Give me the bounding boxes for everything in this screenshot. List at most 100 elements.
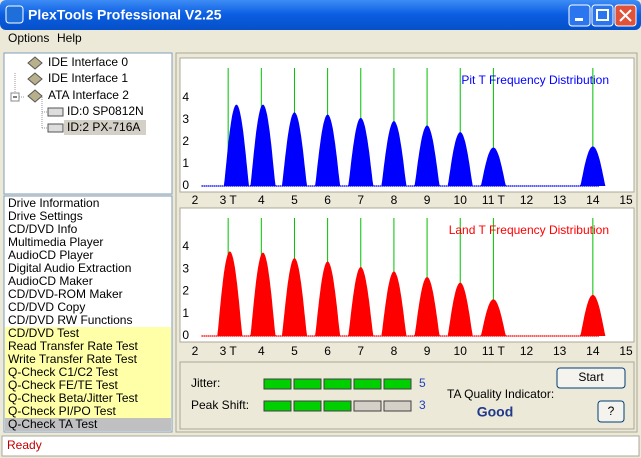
meter-segment [383,378,412,390]
item-highlight [5,353,171,366]
distribution-peak [250,104,276,186]
start-button-label[interactable]: Start [578,370,604,384]
function-item[interactable]: Q-Check FE/TE Test [8,378,118,392]
function-item[interactable]: Digital Audio Extraction [8,261,131,275]
item-selection [5,418,171,431]
distribution-peak [447,132,473,186]
window-title: PlexTools Professional V2.25 [28,7,222,23]
y-tick-label: 0 [182,328,189,342]
chart-title: Pit T Frequency Distribution [461,73,609,87]
meter-segment [323,378,352,390]
distribution-peak [315,114,341,186]
x-tick-label: 15 [619,193,633,207]
meter-segment [353,378,382,390]
status-text: Ready [7,438,42,452]
x-tick-label: 2 [192,344,199,358]
distribution-peak [281,112,308,186]
function-item[interactable]: Q-Check C1/C2 Test [8,365,118,379]
help-button[interactable] [597,400,625,423]
tree-selection [64,120,146,135]
meter-segment [293,400,322,412]
tree-item[interactable]: IDE Interface 1 [48,71,128,85]
function-item[interactable]: CD/DVD Copy [8,300,85,314]
distribution-peak [281,258,308,336]
minimize-button[interactable] [568,4,591,27]
ta-quality-value: Good [477,404,514,420]
y-tick-label: 3 [182,261,189,275]
menu-item[interactable]: Help [57,31,82,45]
y-tick-label: 1 [182,156,189,170]
x-tick-label: 4 [258,344,265,358]
tree-item[interactable]: ID:2 PX-716A [67,120,140,134]
maximize-icon [596,9,609,21]
x-tick-label: 2 [192,193,199,207]
distribution-peak [414,277,440,336]
y-tick-label: 3 [182,112,189,126]
distribution-peak [217,251,243,336]
function-item[interactable]: CD/DVD Test [8,326,80,340]
menu-item[interactable]: Options [8,31,49,45]
function-item[interactable]: CD/DVD-ROM Maker [8,287,123,301]
distribution-peak [580,294,606,336]
function-item[interactable]: Read Transfer Rate Test [8,339,139,353]
x-tick-label: 6 [324,193,331,207]
function-item[interactable]: Write Transfer Rate Test [8,352,138,366]
function-item[interactable]: Q-Check TA Test [8,417,98,431]
function-item[interactable]: Drive Information [8,196,99,210]
x-tick-label: 9 [424,344,431,358]
x-tick-label: 10 [454,193,468,207]
distribution-peak [414,125,440,186]
distribution-peak [223,104,249,186]
x-tick-label: 13 [553,193,567,207]
minimize-icon [575,18,583,21]
maximize-button[interactable] [591,4,614,27]
distribution-peak [250,252,276,336]
y-tick-label: 2 [182,134,189,148]
distribution-peak [381,271,407,336]
x-tick-label: 5 [291,193,298,207]
function-item[interactable]: Multimedia Player [8,235,103,249]
peak-shift-value: 3 [419,398,426,412]
function-item[interactable]: AudioCD Maker [8,274,93,288]
item-highlight [5,392,171,405]
function-item[interactable]: AudioCD Player [8,248,93,262]
function-item[interactable]: CD/DVD Info [8,222,78,236]
y-tick-label: 4 [182,239,189,253]
distribution-peak [381,121,407,186]
tree-item[interactable]: IDE Interface 0 [48,55,128,69]
function-item[interactable]: Drive Settings [8,209,83,223]
y-tick-label: 4 [182,90,189,104]
tree-item[interactable]: ID:0 SP0812N [67,104,144,118]
meter-segment [263,400,292,412]
meter-segment [353,400,382,412]
close-icon [619,9,632,22]
distribution-peak [580,146,606,186]
peak-shift-label: Peak Shift: [191,398,249,412]
x-tick-label: 8 [391,193,398,207]
x-tick-label: 9 [424,193,431,207]
function-item[interactable]: CD/DVD RW Functions [8,313,132,327]
item-highlight [5,379,171,392]
x-tick-label: 7 [357,344,364,358]
start-button[interactable] [556,367,626,389]
x-tick-label: 11 T [482,193,506,207]
item-highlight [5,327,171,340]
title-bar [0,0,641,30]
function-item[interactable]: Q-Check Beta/Jitter Test [8,391,138,405]
plot-area [179,57,635,193]
distribution-peak [315,261,341,336]
item-highlight [5,340,171,353]
x-tick-label: 13 [553,344,567,358]
meter-segment [293,378,322,390]
help-button-label[interactable]: ? [608,404,615,418]
interface-icons [27,56,43,103]
x-tick-label: 12 [520,193,534,207]
tree-item[interactable]: ATA Interface 2 [48,88,129,102]
distribution-peak [348,267,374,336]
x-tick-label: 3 T [220,344,238,358]
app-icon [5,5,24,24]
distribution-peak [447,282,473,336]
function-item[interactable]: Q-Check PI/PO Test [8,404,116,418]
x-tick-label: 14 [586,344,600,358]
